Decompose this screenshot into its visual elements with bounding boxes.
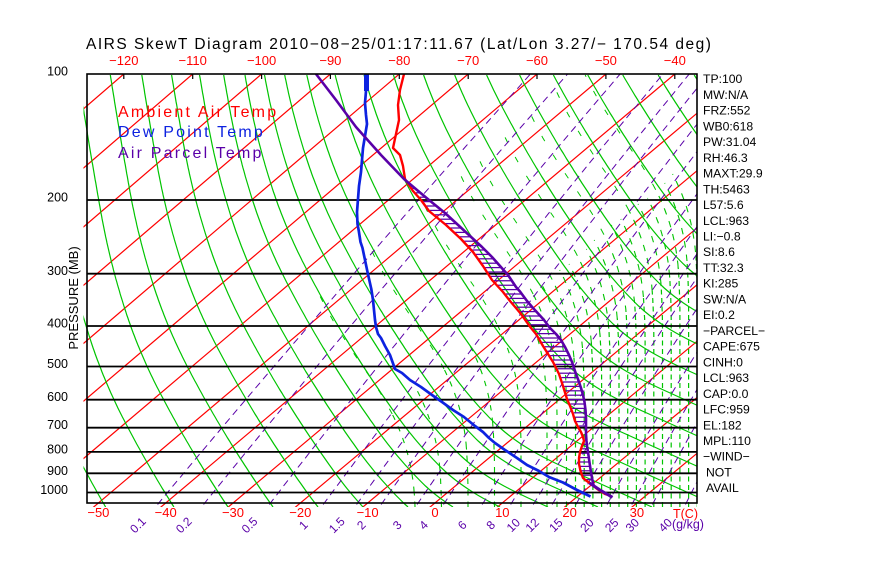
svg-text:SI:8.6: SI:8.6 bbox=[703, 245, 735, 259]
svg-text:NOT: NOT bbox=[706, 465, 732, 479]
svg-text:800: 800 bbox=[47, 442, 68, 456]
svg-text:Air Parcel Temp: Air Parcel Temp bbox=[118, 145, 264, 162]
svg-text:LCL:963: LCL:963 bbox=[703, 371, 749, 385]
svg-text:AVAIL: AVAIL bbox=[706, 481, 739, 495]
svg-text:1000: 1000 bbox=[40, 483, 68, 497]
svg-text:−70: −70 bbox=[457, 53, 479, 68]
svg-text:TT:32.3: TT:32.3 bbox=[703, 261, 744, 275]
svg-text:400: 400 bbox=[47, 317, 68, 331]
svg-text:PW:31.04: PW:31.04 bbox=[703, 135, 757, 149]
svg-text:Ambient Air Temp: Ambient Air Temp bbox=[118, 104, 278, 121]
svg-text:LFC:959: LFC:959 bbox=[703, 403, 750, 417]
svg-text:LCL:963: LCL:963 bbox=[703, 214, 749, 228]
svg-text:EL:182: EL:182 bbox=[703, 418, 742, 432]
svg-text:−10: −10 bbox=[357, 505, 379, 520]
svg-text:MPL:110: MPL:110 bbox=[703, 434, 751, 448]
svg-text:MAXT:29.9: MAXT:29.9 bbox=[703, 167, 763, 181]
svg-text:500: 500 bbox=[47, 357, 68, 371]
svg-text:−40: −40 bbox=[664, 53, 686, 68]
svg-text:20: 20 bbox=[562, 505, 576, 520]
svg-text:600: 600 bbox=[47, 390, 68, 404]
svg-text:200: 200 bbox=[47, 191, 68, 205]
svg-text:AIRS SkewT Diagram 2010−08−25/: AIRS SkewT Diagram 2010−08−25/01:17:11.6… bbox=[86, 36, 712, 53]
svg-text:10: 10 bbox=[495, 505, 509, 520]
svg-text:FRZ:552: FRZ:552 bbox=[703, 104, 751, 118]
svg-text:Dew Point Temp: Dew Point Temp bbox=[118, 124, 265, 141]
svg-text:WB0:618: WB0:618 bbox=[703, 119, 753, 133]
svg-text:CINH:0: CINH:0 bbox=[703, 355, 743, 369]
svg-text:LI:−0.8: LI:−0.8 bbox=[703, 230, 741, 244]
svg-text:−50: −50 bbox=[87, 505, 109, 520]
svg-text:(g/kg): (g/kg) bbox=[672, 518, 704, 532]
svg-text:100: 100 bbox=[47, 65, 68, 79]
svg-text:TH:5463: TH:5463 bbox=[703, 182, 750, 196]
svg-text:MW:N/A: MW:N/A bbox=[703, 88, 749, 102]
svg-text:SW:N/A: SW:N/A bbox=[703, 292, 747, 306]
svg-text:700: 700 bbox=[47, 418, 68, 432]
svg-text:TP:100: TP:100 bbox=[703, 72, 743, 86]
svg-text:−90: −90 bbox=[319, 53, 341, 68]
svg-text:−WIND−: −WIND− bbox=[703, 450, 750, 464]
svg-text:−40: −40 bbox=[155, 505, 177, 520]
svg-text:−100: −100 bbox=[247, 53, 276, 68]
svg-text:RH:46.3: RH:46.3 bbox=[703, 151, 748, 165]
svg-text:−PARCEL−: −PARCEL− bbox=[703, 324, 765, 338]
svg-text:−30: −30 bbox=[222, 505, 244, 520]
svg-text:KI:285: KI:285 bbox=[703, 277, 738, 291]
svg-text:L57:5.6: L57:5.6 bbox=[703, 198, 744, 212]
svg-text:PRESSURE (MB): PRESSURE (MB) bbox=[66, 246, 81, 349]
svg-text:900: 900 bbox=[47, 464, 68, 478]
svg-text:300: 300 bbox=[47, 264, 68, 278]
svg-text:−80: −80 bbox=[388, 53, 410, 68]
svg-text:−120: −120 bbox=[109, 53, 138, 68]
svg-text:CAP:0.0: CAP:0.0 bbox=[703, 387, 749, 401]
svg-text:CAPE:675: CAPE:675 bbox=[703, 340, 760, 354]
svg-text:−50: −50 bbox=[595, 53, 617, 68]
svg-text:−60: −60 bbox=[526, 53, 548, 68]
svg-text:0: 0 bbox=[431, 505, 438, 520]
svg-text:−110: −110 bbox=[179, 53, 207, 68]
svg-text:EI:0.2: EI:0.2 bbox=[703, 308, 735, 322]
